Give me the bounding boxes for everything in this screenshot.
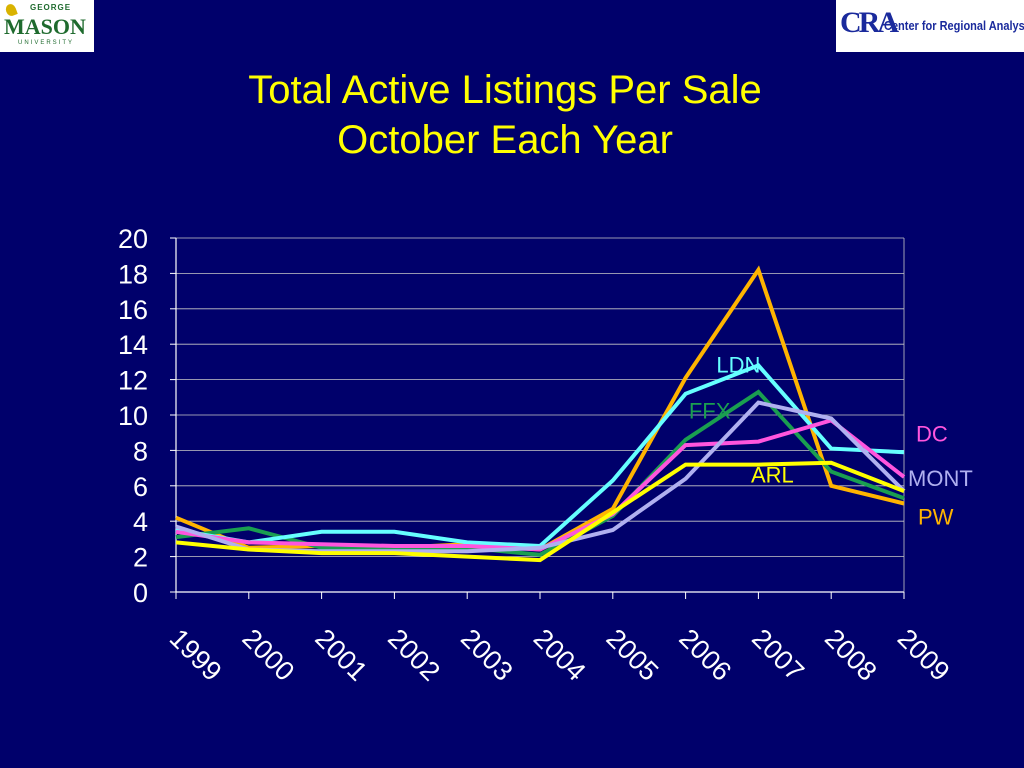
george-mason-logo: GEORGE MASON UNIVERSITY — [0, 0, 94, 52]
y-tick-label: 4 — [133, 507, 148, 537]
series-lines — [175, 265, 906, 563]
series-line-dc — [175, 418, 906, 552]
series-line-ldn — [175, 363, 905, 549]
x-tick-label: 2004 — [528, 623, 592, 687]
chart-title-line-2: October Each Year — [337, 118, 673, 162]
y-tick-label: 6 — [133, 472, 148, 502]
series-label-ffx: FFX — [689, 399, 731, 424]
series-labels: LDN FFX ARL DC MONT PW — [689, 353, 973, 530]
x-axis-ticks: 1999 2000 2001 2002 2003 2004 2005 2006 2007 2008… — [164, 592, 956, 687]
y-tick-label: 10 — [118, 401, 148, 431]
y-tick-label: 8 — [133, 436, 148, 466]
x-tick-label: 2000 — [237, 623, 301, 687]
x-tick-label: 1999 — [164, 623, 228, 687]
logo-george-text: GEORGE — [30, 3, 72, 12]
y-tick-label: 14 — [118, 330, 148, 360]
series-line-arl — [175, 460, 905, 563]
series-label-mont: MONT — [908, 466, 973, 491]
y-tick-label: 16 — [118, 295, 148, 325]
x-tick-label: 2001 — [309, 623, 373, 687]
y-tick-label: 12 — [118, 366, 148, 396]
y-tick-label: 20 — [118, 224, 148, 254]
series-label-arl: ARL — [751, 462, 794, 487]
series-label-ldn: LDN — [716, 353, 760, 378]
x-tick-label: 2009 — [892, 623, 956, 687]
x-tick-label: 2008 — [819, 623, 883, 687]
y-tick-label: 0 — [133, 578, 148, 608]
series-label-pw: PW — [918, 505, 954, 530]
series-line-mont — [175, 400, 906, 554]
cra-name-text: Center for Regional Analysis — [884, 19, 1024, 33]
x-tick-label: 2007 — [746, 623, 810, 687]
cra-mark-text: CRA — [840, 6, 899, 39]
gridlines — [176, 237, 904, 557]
series-label-dc: DC — [916, 422, 948, 447]
x-tick-label: 2003 — [455, 623, 519, 687]
y-tick-label: 18 — [118, 259, 148, 289]
logo-mason-text: MASON — [4, 14, 86, 39]
x-tick-label: 2002 — [382, 623, 446, 687]
x-tick-label: 2006 — [673, 623, 737, 687]
chart-title-line-1: Total Active Listings Per Sale — [248, 68, 762, 112]
series-line-ffx — [175, 389, 905, 557]
y-tick-label: 2 — [133, 543, 148, 573]
logo-university-text: UNIVERSITY — [18, 40, 75, 46]
x-tick-label: 2005 — [601, 623, 665, 687]
cra-logo: CRA Center for Regional Analysis — [836, 0, 1024, 52]
y-axis-ticks: 0 2 4 6 8 10 12 14 16 18 20 — [118, 224, 176, 608]
